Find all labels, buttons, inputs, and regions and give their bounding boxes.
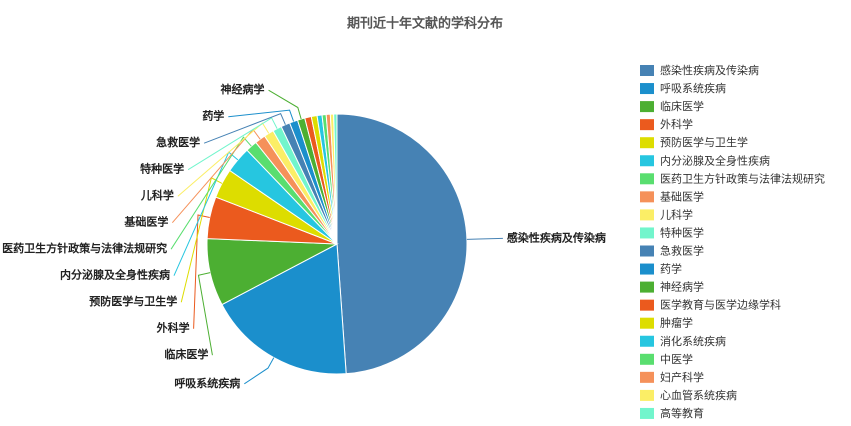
legend-label: 内分泌腺及全身性疾病 bbox=[660, 153, 770, 167]
slice-label: 急救医学 bbox=[156, 135, 200, 149]
legend-swatch bbox=[640, 317, 654, 329]
slice-label: 基础医学 bbox=[123, 215, 168, 229]
legend-swatch bbox=[640, 281, 654, 293]
legend-swatch bbox=[640, 263, 654, 275]
legend-label: 特种医学 bbox=[660, 225, 704, 239]
slice-label: 外科学 bbox=[156, 321, 190, 335]
legend-label: 感染性疾病及传染病 bbox=[660, 63, 759, 77]
chart-title: 期刊近十年文献的学科分布 bbox=[347, 16, 503, 32]
slice-label: 呼吸系统疾病 bbox=[174, 376, 240, 390]
leader-line bbox=[193, 214, 210, 329]
legend-swatch bbox=[640, 209, 654, 221]
leader-line bbox=[228, 109, 295, 122]
legend-label: 儿科学 bbox=[660, 207, 693, 221]
legend-label: 妇产科学 bbox=[660, 370, 704, 384]
legend-label: 药学 bbox=[660, 262, 682, 276]
slice-label: 神经病学 bbox=[221, 82, 265, 96]
slice-label: 药学 bbox=[202, 109, 224, 123]
legend-label: 医学教育与医学边缘学科 bbox=[660, 298, 781, 312]
legend-label: 临床医学 bbox=[660, 99, 704, 113]
legend-label: 基础医学 bbox=[660, 189, 704, 203]
leader-line bbox=[187, 117, 278, 171]
legend-label: 呼吸系统疾病 bbox=[660, 81, 726, 95]
legend-swatch bbox=[640, 191, 654, 203]
legend-swatch bbox=[640, 245, 654, 257]
legend-swatch bbox=[640, 83, 654, 95]
slice-label: 内分泌腺及全身性疾病 bbox=[60, 268, 170, 282]
slice-label: 感染性疾病及传染病 bbox=[507, 230, 606, 244]
leader-line bbox=[466, 237, 503, 240]
legend-swatch bbox=[640, 101, 654, 113]
legend-swatch bbox=[640, 389, 654, 401]
legend-swatch bbox=[640, 119, 654, 131]
legend-label: 急救医学 bbox=[660, 244, 704, 258]
legend-swatch bbox=[640, 155, 654, 167]
legend-swatch bbox=[640, 353, 654, 365]
slice-label: 临床医学 bbox=[164, 347, 208, 361]
legend-label: 高等教育 bbox=[660, 406, 704, 420]
legend-swatch bbox=[640, 137, 654, 149]
slice-label: 儿科学 bbox=[140, 188, 174, 202]
legend-swatch bbox=[640, 65, 654, 76]
leader-line bbox=[268, 89, 302, 120]
legend-label: 预防医学与卫生学 bbox=[660, 135, 748, 149]
slice-label: 预防医学与卫生学 bbox=[89, 294, 177, 308]
leader-line bbox=[197, 272, 213, 356]
legend-label: 神经病学 bbox=[660, 280, 704, 294]
slice-label: 医药卫生方针政策与法律法规研究 bbox=[2, 241, 167, 255]
legend-label: 中医学 bbox=[660, 352, 693, 366]
legend-swatch bbox=[640, 371, 654, 383]
leader-line bbox=[244, 357, 275, 385]
legend-label: 医药卫生方针政策与法律法规研究 bbox=[660, 171, 825, 185]
legend-label: 肿瘤学 bbox=[660, 316, 693, 330]
legend-swatch bbox=[640, 173, 654, 185]
slice-label: 特种医学 bbox=[140, 162, 184, 176]
legend-label: 心血管系统疾病 bbox=[660, 388, 737, 402]
legend-swatch bbox=[640, 407, 654, 419]
legend-swatch bbox=[640, 299, 654, 311]
legend-label: 消化系统疾病 bbox=[660, 334, 726, 348]
legend-swatch bbox=[640, 227, 654, 239]
pie-slice bbox=[333, 113, 338, 245]
pie-slice bbox=[336, 113, 468, 375]
leader-line bbox=[203, 113, 286, 144]
legend-label: 外科学 bbox=[660, 117, 693, 131]
leader-line bbox=[170, 136, 252, 250]
legend-swatch bbox=[640, 335, 654, 347]
